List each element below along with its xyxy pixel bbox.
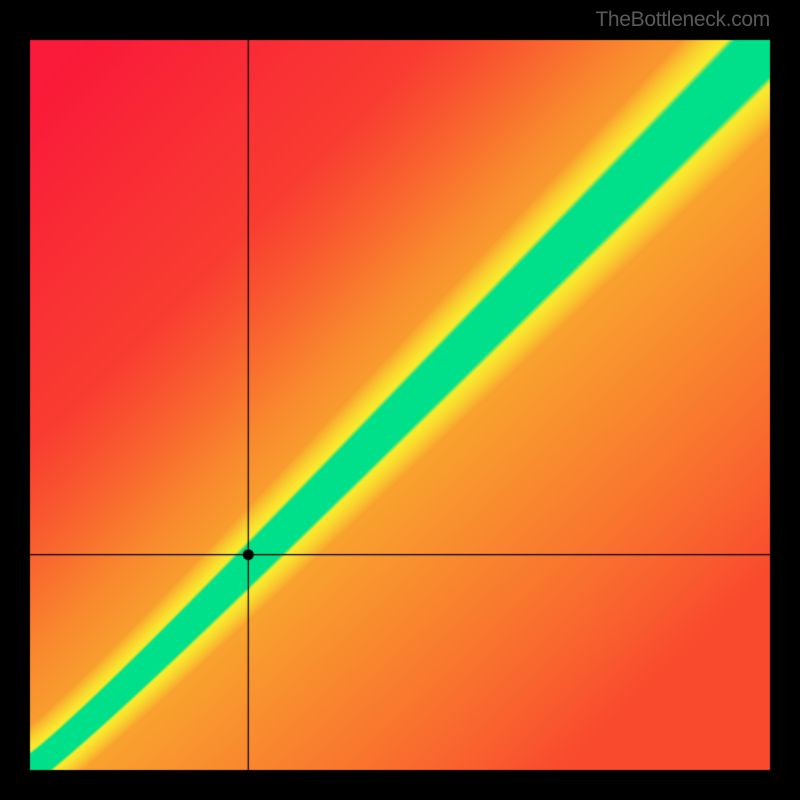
attribution-text: TheBottleneck.com xyxy=(595,8,770,32)
chart-container: TheBottleneck.com xyxy=(0,0,800,800)
bottleneck-heatmap-canvas xyxy=(0,0,800,800)
